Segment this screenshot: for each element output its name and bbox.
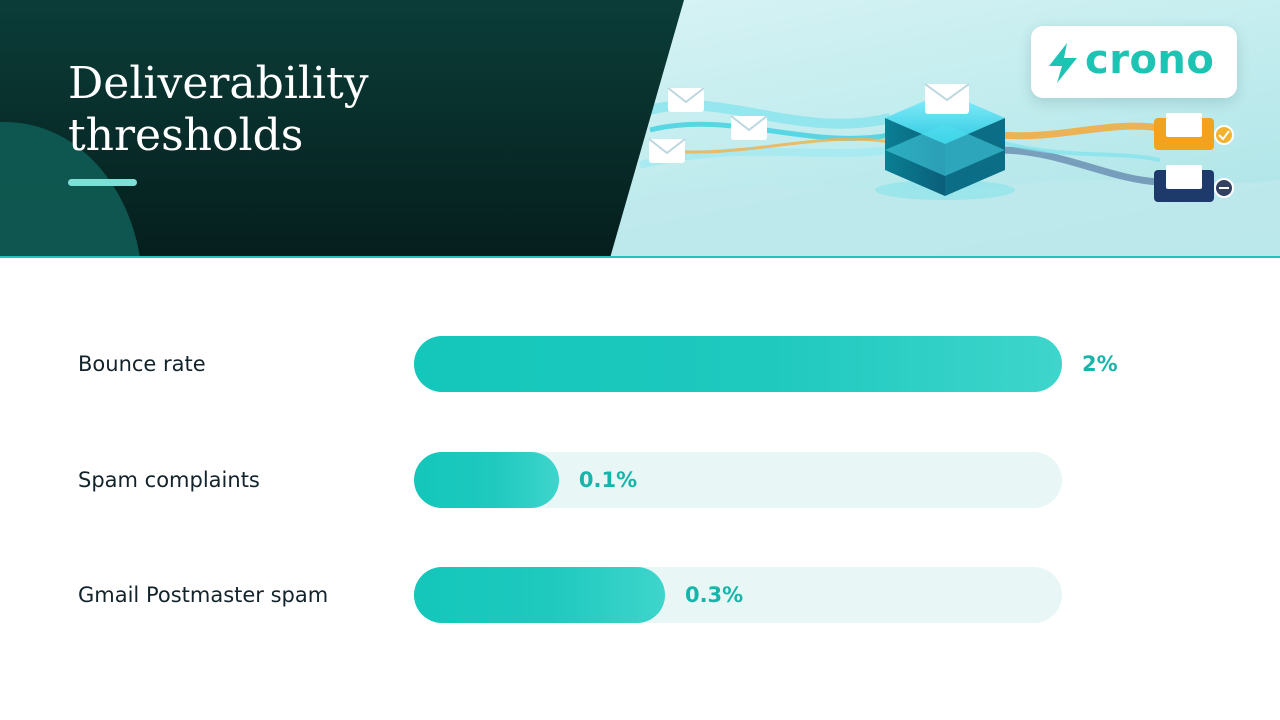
minus-badge-icon (1214, 178, 1234, 198)
envelope-icon (667, 87, 705, 112)
bar-label: Bounce rate (78, 352, 206, 376)
mail-server-cube (875, 83, 1015, 200)
title-line: thresholds (68, 110, 304, 161)
bar-track (414, 452, 1062, 508)
envelope-icon (1154, 113, 1214, 150)
envelope-icon (730, 115, 768, 140)
bar-row: Bounce rate 2% (0, 336, 1280, 392)
page-title: Deliverability thresholds (68, 58, 369, 162)
bar-value-label: 0.1% (578, 468, 638, 492)
bar-row: Gmail Postmaster spam 0.3% (0, 567, 1280, 623)
crono-logo: crono (1031, 26, 1237, 98)
bar-value-label: 0.3% (684, 583, 744, 607)
bar-track (414, 567, 1062, 623)
header-accent-line (0, 256, 1280, 258)
bar-label: Spam complaints (78, 468, 260, 492)
check-badge-icon (1214, 125, 1234, 145)
lightning-bolt-icon (1049, 43, 1077, 83)
bar (414, 336, 1062, 392)
title-line: Deliverability (68, 58, 369, 109)
bar (414, 567, 665, 623)
bar-value-label: 2% (1082, 352, 1118, 376)
logo-text: crono (1085, 37, 1215, 83)
envelope-icon (648, 138, 686, 163)
envelope-icon (1154, 165, 1214, 202)
threshold-bar-chart: Bounce rate 2% Spam complaints 0.1% Gmai… (0, 262, 1280, 720)
bar-row: Spam complaints 0.1% (0, 452, 1280, 508)
title-underline (68, 179, 137, 186)
bar-track (414, 336, 1062, 392)
header-banner: Deliverability thresholds crono (0, 0, 1280, 258)
bar-label: Gmail Postmaster spam (78, 583, 329, 607)
bar (414, 452, 559, 508)
